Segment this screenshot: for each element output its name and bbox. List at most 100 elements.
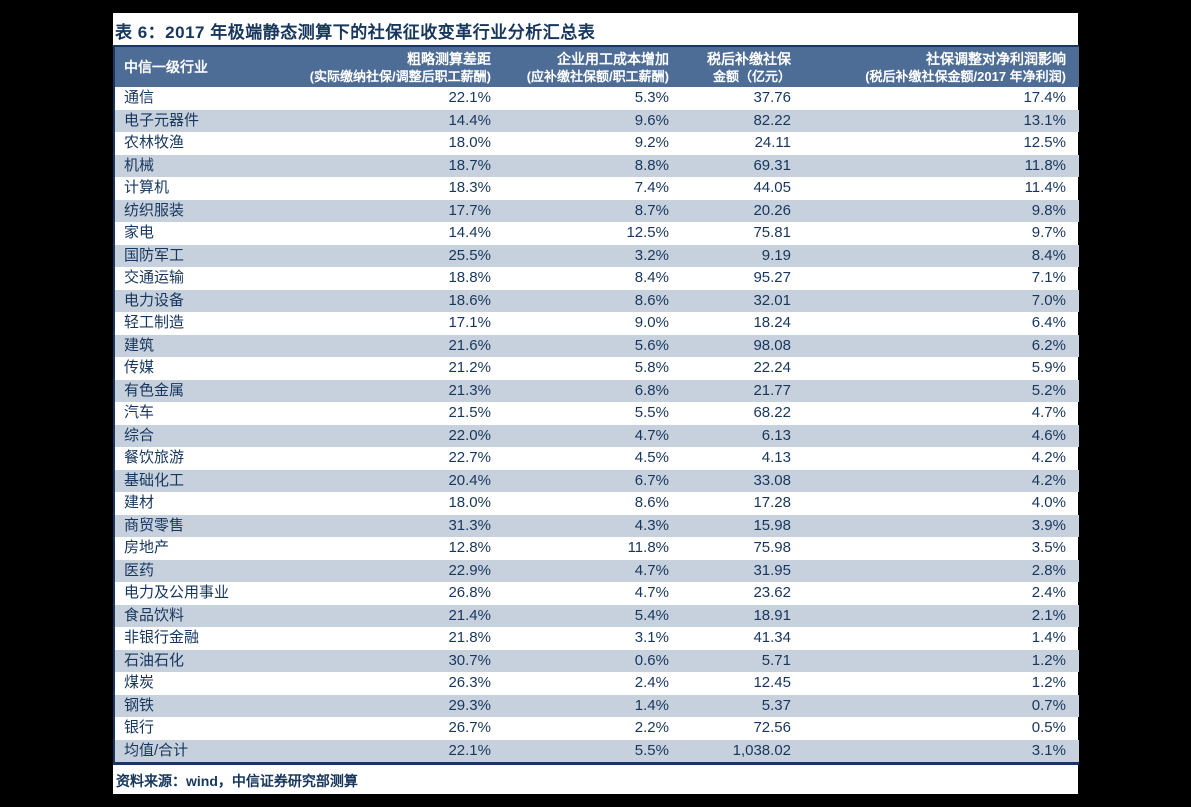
cell-amount: 37.76 bbox=[753, 89, 791, 106]
cell-gap: 21.4% bbox=[448, 606, 491, 624]
table-header: 中信一级行业 粗略测算差距 (实际缴纳社保/调整后职工薪酬) 企业用工成本增加 … bbox=[114, 46, 1079, 87]
cell-profit-impact: 4.6% bbox=[1031, 426, 1066, 444]
table-row: 石油石化 30.7% 0.6% 5.71 1.2% bbox=[114, 649, 1079, 672]
cell-amount: 33.08 bbox=[753, 471, 791, 489]
cell-amount: 15.98 bbox=[753, 516, 791, 534]
cell-industry: 建材 bbox=[124, 494, 155, 511]
column-header-label: 企业用工成本增加 bbox=[557, 50, 669, 67]
column-header-sublabel: (税后补缴社保金额/2017 年净利润) bbox=[865, 68, 1066, 84]
table-row: 商贸零售 31.3% 4.3% 15.98 3.9% bbox=[114, 514, 1079, 537]
cell-profit-impact: 1.2% bbox=[1031, 674, 1066, 691]
cell-amount: 18.91 bbox=[753, 606, 791, 624]
cell-amount: 32.01 bbox=[753, 291, 791, 309]
cell-profit-impact: 4.2% bbox=[1031, 471, 1066, 489]
cell-gap: 17.7% bbox=[448, 201, 491, 219]
cell-industry: 机械 bbox=[124, 156, 155, 174]
cell-amount: 68.22 bbox=[753, 404, 791, 421]
cell-amount: 18.24 bbox=[753, 314, 791, 331]
table-row: 建材 18.0% 8.6% 17.28 4.0% bbox=[114, 492, 1079, 515]
table-row: 传媒 21.2% 5.8% 22.24 5.9% bbox=[114, 357, 1079, 380]
table-row: 食品饮料 21.4% 5.4% 18.91 2.1% bbox=[114, 604, 1079, 627]
cell-gap: 25.5% bbox=[448, 246, 491, 264]
cell-amount: 6.13 bbox=[761, 426, 791, 444]
cell-gap: 14.4% bbox=[448, 224, 491, 241]
cell-amount: 23.62 bbox=[753, 584, 791, 601]
cell-profit-impact: 4.2% bbox=[1031, 449, 1066, 466]
cell-industry: 均值/合计 bbox=[124, 741, 189, 759]
column-header-profit-impact: 社保调整对净利润影响 (税后补缴社保金额/2017 年净利润) bbox=[791, 46, 1079, 87]
cell-amount: 72.56 bbox=[753, 719, 791, 736]
cell-amount: 95.27 bbox=[753, 269, 791, 286]
cell-profit-impact: 7.1% bbox=[1031, 269, 1066, 286]
cell-cost-increase: 2.4% bbox=[634, 674, 669, 691]
cell-industry: 电力及公用事业 bbox=[124, 584, 230, 601]
cell-cost-increase: 6.8% bbox=[634, 381, 669, 399]
cell-cost-increase: 11.8% bbox=[627, 539, 669, 556]
table-row: 基础化工 20.4% 6.7% 33.08 4.2% bbox=[114, 469, 1079, 492]
cell-profit-impact: 5.2% bbox=[1031, 381, 1066, 399]
cell-industry: 银行 bbox=[124, 719, 155, 736]
cell-cost-increase: 3.1% bbox=[634, 629, 669, 646]
cell-gap: 22.1% bbox=[448, 741, 491, 759]
cell-gap: 21.5% bbox=[448, 404, 491, 421]
cell-gap: 18.3% bbox=[448, 179, 491, 196]
cell-gap: 22.0% bbox=[448, 426, 491, 444]
cell-cost-increase: 8.7% bbox=[634, 201, 669, 219]
cell-gap: 18.6% bbox=[448, 291, 491, 309]
cell-profit-impact: 17.4% bbox=[1023, 89, 1066, 106]
cell-profit-impact: 4.0% bbox=[1031, 494, 1066, 511]
cell-industry: 非银行金融 bbox=[124, 629, 200, 646]
column-header-label: 社保调整对净利润影响 bbox=[926, 50, 1066, 67]
cell-industry: 国防军工 bbox=[124, 246, 185, 264]
cell-gap: 12.8% bbox=[448, 539, 491, 556]
cell-profit-impact: 5.9% bbox=[1031, 359, 1066, 376]
cell-amount: 20.26 bbox=[753, 201, 791, 219]
column-header-amount: 税后补缴社保 金额（亿元） bbox=[669, 46, 791, 87]
cell-profit-impact: 2.8% bbox=[1031, 561, 1066, 579]
cell-gap: 22.7% bbox=[448, 449, 491, 466]
table-row: 医药 22.9% 4.7% 31.95 2.8% bbox=[114, 559, 1079, 582]
cell-gap: 18.0% bbox=[448, 134, 491, 151]
column-header-sublabel: (应补缴社保额/职工薪酬) bbox=[526, 68, 669, 84]
cell-cost-increase: 2.2% bbox=[634, 719, 669, 736]
cell-gap: 20.4% bbox=[448, 471, 491, 489]
cell-cost-increase: 8.6% bbox=[634, 494, 669, 511]
cell-profit-impact: 3.1% bbox=[1031, 741, 1066, 759]
cell-profit-impact: 7.0% bbox=[1031, 291, 1066, 309]
cell-amount: 41.34 bbox=[753, 629, 791, 646]
cell-cost-increase: 8.6% bbox=[634, 291, 669, 309]
cell-amount: 82.22 bbox=[753, 111, 791, 129]
cell-gap: 22.1% bbox=[448, 89, 491, 106]
cell-cost-increase: 1.4% bbox=[634, 696, 669, 714]
column-header-sublabel: (实际缴纳社保/调整后职工薪酬) bbox=[309, 68, 491, 84]
cell-industry: 传媒 bbox=[124, 359, 155, 376]
cell-cost-increase: 7.4% bbox=[634, 179, 669, 196]
table-row: 家电 14.4% 12.5% 75.81 9.7% bbox=[114, 222, 1079, 245]
cell-industry: 综合 bbox=[124, 426, 155, 444]
cell-profit-impact: 2.1% bbox=[1031, 606, 1066, 624]
cell-gap: 21.6% bbox=[448, 336, 491, 354]
column-header-cost-increase: 企业用工成本增加 (应补缴社保额/职工薪酬) bbox=[491, 46, 669, 87]
column-header-label: 粗略测算差距 bbox=[407, 50, 491, 67]
table-row: 电力及公用事业 26.8% 4.7% 23.62 2.4% bbox=[114, 582, 1079, 605]
table-row: 纺织服装 17.7% 8.7% 20.26 9.8% bbox=[114, 199, 1079, 222]
cell-gap: 21.2% bbox=[448, 359, 491, 376]
cell-cost-increase: 5.4% bbox=[634, 606, 669, 624]
column-header-gap: 粗略测算差距 (实际缴纳社保/调整后职工薪酬) bbox=[259, 46, 491, 87]
cell-profit-impact: 1.2% bbox=[1031, 651, 1066, 669]
cell-profit-impact: 4.7% bbox=[1031, 404, 1066, 421]
cell-gap: 18.0% bbox=[448, 494, 491, 511]
cell-gap: 30.7% bbox=[448, 651, 491, 669]
cell-amount: 44.05 bbox=[753, 179, 791, 196]
table-row: 汽车 21.5% 5.5% 68.22 4.7% bbox=[114, 402, 1079, 425]
cell-amount: 24.11 bbox=[754, 134, 791, 151]
table-row: 综合 22.0% 4.7% 6.13 4.6% bbox=[114, 424, 1079, 447]
table-row: 房地产 12.8% 11.8% 75.98 3.5% bbox=[114, 537, 1079, 560]
cell-profit-impact: 9.7% bbox=[1031, 224, 1066, 241]
cell-cost-increase: 3.2% bbox=[634, 246, 669, 264]
cell-profit-impact: 0.5% bbox=[1031, 719, 1066, 736]
cell-cost-increase: 9.0% bbox=[634, 314, 669, 331]
cell-industry: 石油石化 bbox=[124, 651, 185, 669]
cell-industry: 建筑 bbox=[124, 336, 155, 354]
cell-industry: 基础化工 bbox=[124, 471, 185, 489]
